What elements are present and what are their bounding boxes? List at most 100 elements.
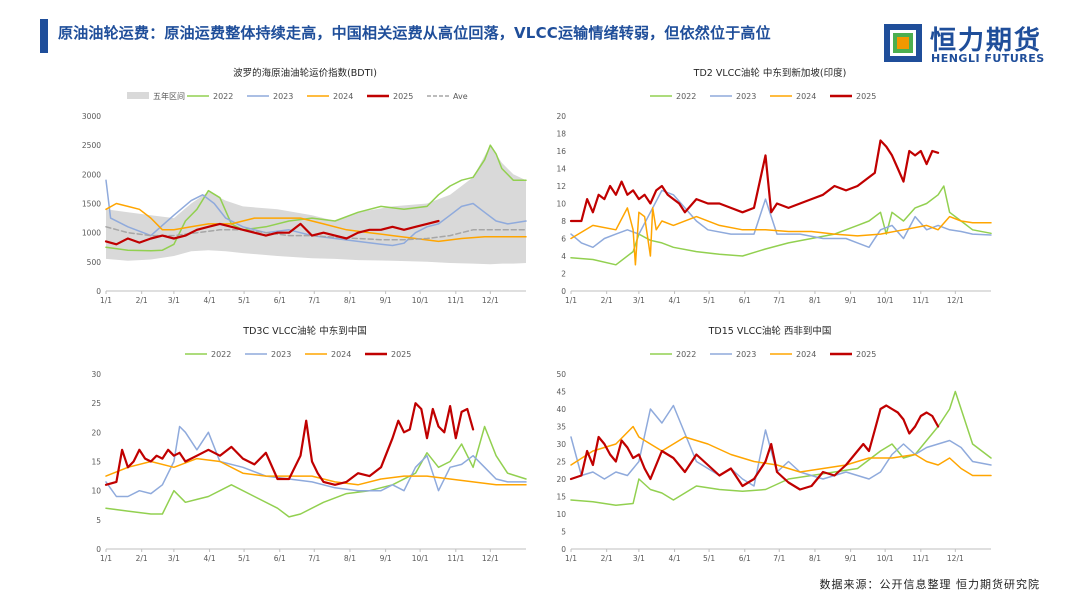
legend-item-2025: 2025 <box>367 92 413 101</box>
x-tick-label: 3/1 <box>633 554 645 563</box>
series-line-2025 <box>569 404 940 491</box>
y-tick-label: 2 <box>561 270 566 279</box>
legend-label: 五年区间 <box>153 91 185 101</box>
y-tick-label: 16 <box>556 147 566 156</box>
y-tick-label: 15 <box>91 458 101 467</box>
x-tick-label: 6/1 <box>739 296 751 305</box>
x-tick-label: 2/1 <box>136 296 148 305</box>
y-tick-label: 5 <box>96 516 101 525</box>
legend-label: 2023 <box>273 92 293 101</box>
legend-item-2022: 2022 <box>650 350 696 359</box>
x-tick-label: 10/1 <box>412 554 429 563</box>
x-tick-label: 10/1 <box>877 296 894 305</box>
legend-item-2024: 2024 <box>305 350 351 359</box>
x-tick-label: 11/1 <box>912 296 929 305</box>
x-tick-label: 4/1 <box>669 554 681 563</box>
x-tick-label: 6/1 <box>274 554 286 563</box>
y-tick-label: 14 <box>556 165 566 174</box>
legend-item-2025: 2025 <box>365 350 411 359</box>
y-tick-label: 4 <box>561 252 566 261</box>
y-tick-label: 18 <box>556 130 566 139</box>
x-tick-label: 10/1 <box>877 554 894 563</box>
x-tick-label: 1/1 <box>565 296 577 305</box>
page-title: 原油油轮运费：原油运费整体持续走高，中国相关运费从高位回落，VLCC运输情绪转弱… <box>58 24 771 42</box>
y-tick-label: 25 <box>91 399 101 408</box>
chart-title: TD3C VLCC油轮 中东到中国 <box>242 325 366 337</box>
x-tick-label: 5/1 <box>703 296 715 305</box>
legend-label: 2022 <box>676 350 696 359</box>
x-tick-label: 3/1 <box>633 296 645 305</box>
legend-item-2024: 2024 <box>770 350 816 359</box>
x-tick-label: 7/1 <box>308 296 320 305</box>
series-line-2025 <box>569 139 940 223</box>
x-tick-label: 9/1 <box>380 296 392 305</box>
x-tick-label: 9/1 <box>845 554 857 563</box>
y-tick-label: 5 <box>561 528 566 537</box>
x-tick-label: 3/1 <box>168 554 180 563</box>
x-tick-label: 2/1 <box>136 554 148 563</box>
legend-label: 2025 <box>856 350 876 359</box>
series-line-2025 <box>104 402 475 486</box>
chart-title: 波罗的海原油油轮运价指数(BDTI) <box>233 67 377 79</box>
y-tick-label: 3000 <box>82 112 101 121</box>
x-tick-label: 4/1 <box>204 296 216 305</box>
x-tick-label: 5/1 <box>238 296 250 305</box>
legend-item-2025: 2025 <box>830 92 876 101</box>
legend-item-五年区间: 五年区间 <box>127 91 185 101</box>
x-tick-label: 8/1 <box>344 296 356 305</box>
x-tick-label: 12/1 <box>947 554 964 563</box>
x-tick-label: 1/1 <box>100 296 112 305</box>
x-tick-label: 8/1 <box>809 554 821 563</box>
y-tick-label: 1500 <box>82 200 101 209</box>
x-tick-label: 9/1 <box>845 296 857 305</box>
x-tick-label: 1/1 <box>100 554 112 563</box>
legend-item-2023: 2023 <box>710 92 756 101</box>
legend-item-2023: 2023 <box>245 350 291 359</box>
y-tick-label: 2000 <box>82 170 101 179</box>
legend-label: 2025 <box>393 92 413 101</box>
x-tick-label: 7/1 <box>308 554 320 563</box>
x-tick-label: 6/1 <box>274 296 286 305</box>
legend-label: Ave <box>453 92 468 101</box>
series-line-2025 <box>104 219 440 246</box>
logo-mark-icon <box>884 24 922 62</box>
legend-label: 2023 <box>271 350 291 359</box>
logo-chinese-name: 恒力期货 <box>930 26 1043 56</box>
y-tick-label: 8 <box>561 217 566 226</box>
y-tick-label: 15 <box>556 493 566 502</box>
y-tick-label: 1000 <box>82 229 101 238</box>
y-tick-label: 45 <box>556 388 566 397</box>
chart-bdti: 波罗的海原油油轮运价指数(BDTI) 五年区间 2022 2023 2024 2025 Av… <box>82 67 527 305</box>
x-tick-label: 11/1 <box>912 554 929 563</box>
legend-item-2022: 2022 <box>187 92 233 101</box>
legend-label: 2024 <box>796 92 816 101</box>
x-tick-label: 2/1 <box>601 296 613 305</box>
series-line-2023 <box>105 179 527 247</box>
legend-label: 2024 <box>796 350 816 359</box>
series-line-2024 <box>570 207 992 266</box>
legend-label: 2025 <box>391 350 411 359</box>
y-tick-label: 20 <box>91 428 101 437</box>
x-tick-label: 12/1 <box>482 296 499 305</box>
y-tick-label: 10 <box>556 200 566 209</box>
x-tick-label: 4/1 <box>204 554 216 563</box>
legend-label: 2022 <box>211 350 231 359</box>
legend-label: 2024 <box>333 92 353 101</box>
legend-label: 2023 <box>736 350 756 359</box>
x-tick-label: 11/1 <box>447 296 464 305</box>
x-tick-label: 12/1 <box>947 296 964 305</box>
legend-item-2022: 2022 <box>185 350 231 359</box>
x-tick-label: 7/1 <box>773 296 785 305</box>
y-tick-label: 30 <box>91 370 101 379</box>
y-tick-label: 2500 <box>82 141 101 150</box>
y-tick-label: 10 <box>556 510 566 519</box>
y-tick-label: 25 <box>556 458 566 467</box>
legend-item-2024: 2024 <box>770 92 816 101</box>
x-tick-label: 6/1 <box>739 554 751 563</box>
legend-item-Ave: Ave <box>427 92 468 101</box>
x-tick-label: 5/1 <box>703 554 715 563</box>
legend-item-2024: 2024 <box>307 92 353 101</box>
series-line-2024 <box>105 457 527 486</box>
